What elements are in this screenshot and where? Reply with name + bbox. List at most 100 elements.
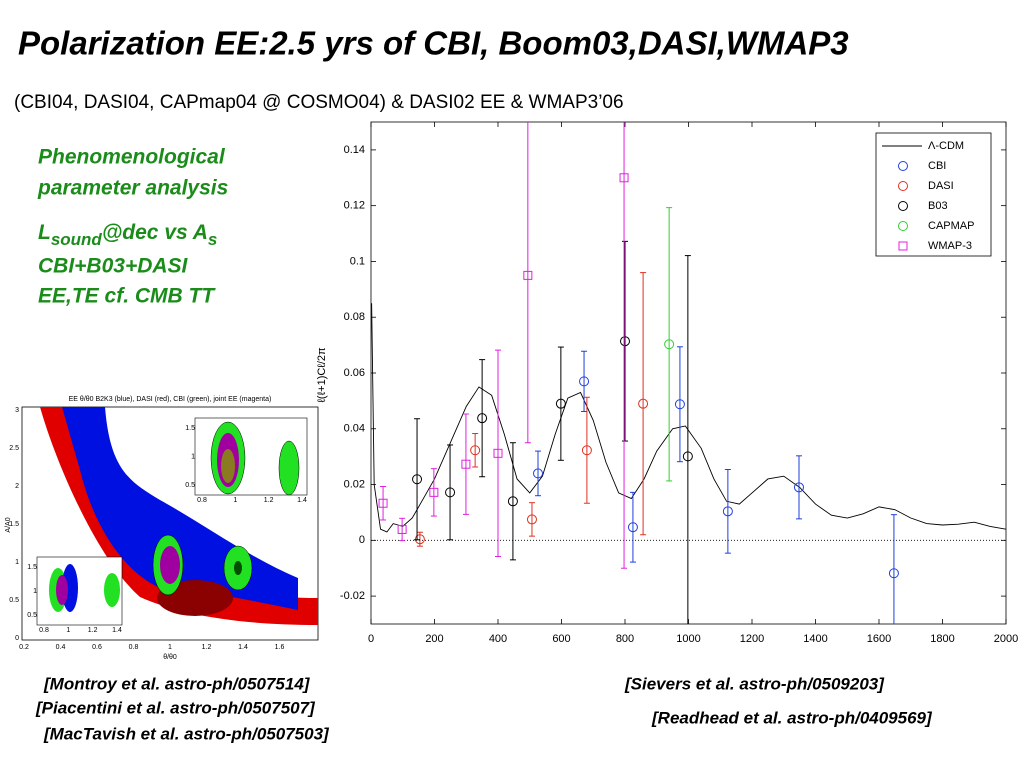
inset-sub-x-tick-label: 1 bbox=[233, 497, 237, 504]
inset-y-tick-label: 2 bbox=[15, 483, 19, 490]
x-tick-label: 0 bbox=[368, 633, 374, 645]
note-part: @dec vs A bbox=[102, 221, 208, 244]
data-point bbox=[493, 448, 503, 458]
legend-label: CAPMAP bbox=[928, 220, 974, 232]
inset-x-tick-label: 0.4 bbox=[56, 644, 66, 651]
inset-x-tick-label: 0.2 bbox=[19, 644, 29, 651]
inset-x-tick-label: 1 bbox=[168, 644, 172, 651]
x-tick-label: 1800 bbox=[930, 633, 954, 645]
inset-sub-y-tick-label: 0.5 bbox=[27, 612, 37, 619]
slide-title: Polarization EE:2.5 yrs of CBI, Boom03,D… bbox=[18, 25, 849, 62]
legend-label: WMAP-3 bbox=[928, 240, 972, 252]
inset-sub-y-tick-label: 1 bbox=[191, 453, 195, 460]
inset-sub-x-tick-label: 1.2 bbox=[88, 627, 98, 634]
y-tick-label: 0 bbox=[359, 534, 365, 546]
x-tick-label: 1600 bbox=[867, 633, 891, 645]
data-point bbox=[461, 459, 471, 469]
inset-y-tick-label: 0 bbox=[15, 635, 19, 642]
data-point bbox=[507, 496, 518, 507]
legend-marker bbox=[898, 181, 908, 191]
inset-sub-y-tick-label: 1 bbox=[33, 588, 37, 595]
inset-x-label: θ/θ0 bbox=[163, 654, 177, 661]
data-point bbox=[888, 568, 899, 579]
y-tick-label: 0.06 bbox=[344, 367, 365, 379]
data-point bbox=[526, 514, 537, 525]
plot-area bbox=[371, 122, 1006, 624]
x-tick-label: 800 bbox=[616, 633, 634, 645]
legend-marker bbox=[898, 241, 908, 251]
note-part: L bbox=[38, 221, 51, 244]
x-tick-label: 600 bbox=[552, 633, 570, 645]
reference: [Readhead et al. astro-ph/0409569] bbox=[651, 708, 933, 727]
magenta-contour bbox=[160, 546, 180, 584]
data-point bbox=[470, 445, 481, 456]
y-axis-label: ℓ(ℓ+1)Cℓ/2π bbox=[316, 347, 328, 403]
note: Phenomenological bbox=[38, 146, 226, 169]
inset-sub-y-tick-label: 0.5 bbox=[185, 482, 195, 489]
magenta-contour bbox=[56, 575, 68, 605]
data-point bbox=[555, 398, 566, 409]
inset-y-tick-label: 2.5 bbox=[9, 445, 19, 452]
data-point bbox=[619, 173, 629, 183]
x-tick-label: 2000 bbox=[994, 633, 1018, 645]
data-point bbox=[664, 339, 675, 350]
y-tick-label: 0.08 bbox=[344, 311, 365, 323]
x-tick-label: 1000 bbox=[676, 633, 700, 645]
inset-y-tick-label: 1.5 bbox=[9, 521, 19, 528]
y-tick-label: 0.02 bbox=[344, 478, 365, 490]
data-point bbox=[445, 487, 456, 498]
data-point bbox=[722, 506, 733, 517]
inset-y-tick-label: 0.5 bbox=[9, 597, 19, 604]
x-tick-label: 200 bbox=[425, 633, 443, 645]
contour bbox=[221, 449, 235, 483]
data-point bbox=[477, 413, 488, 424]
legend-marker bbox=[898, 201, 908, 211]
inset-x-tick-label: 1.4 bbox=[238, 644, 248, 651]
inset-sub-x-tick-label: 1 bbox=[66, 627, 70, 634]
legend-label: CBI bbox=[928, 160, 946, 172]
inset-sub-y-tick-label: 1.5 bbox=[185, 425, 195, 432]
note: Lsound@dec vs As bbox=[38, 221, 217, 250]
inset-sub-x-tick-label: 1.2 bbox=[264, 497, 274, 504]
data-point bbox=[674, 399, 685, 410]
reference: [Sievers et al. astro-ph/0509203] bbox=[624, 674, 885, 693]
data-point bbox=[579, 376, 590, 387]
data-point bbox=[638, 398, 649, 409]
data-point bbox=[397, 524, 407, 534]
data-point bbox=[412, 474, 423, 485]
legend-marker bbox=[898, 221, 908, 231]
reference: [MacTavish et al. astro-ph/0507503] bbox=[43, 724, 330, 743]
legend-marker bbox=[898, 161, 908, 171]
legend-box bbox=[875, 132, 992, 257]
data-point bbox=[533, 468, 544, 479]
inset-y-tick-label: 3 bbox=[15, 407, 19, 414]
y-tick-label: -0.02 bbox=[340, 590, 365, 602]
y-tick-label: 0.14 bbox=[344, 144, 365, 156]
legend-label: Λ-CDM bbox=[928, 140, 964, 152]
slide-subtitle: (CBI04, DASI04, CAPmap04 @ COSMO04) & DA… bbox=[14, 92, 624, 113]
inset-x-tick-label: 1.6 bbox=[275, 644, 285, 651]
data-point bbox=[793, 482, 804, 493]
inset-sub-x-tick-label: 0.8 bbox=[39, 627, 49, 634]
y-tick-label: 0.12 bbox=[344, 200, 365, 212]
x-tick-label: 1400 bbox=[803, 633, 827, 645]
data-point bbox=[429, 487, 439, 497]
inset-sub-x-tick-label: 0.8 bbox=[197, 497, 207, 504]
data-point bbox=[620, 336, 630, 347]
inset-x-tick-label: 0.8 bbox=[129, 644, 139, 651]
x-tick-label: 1200 bbox=[740, 633, 764, 645]
note-sub: sound bbox=[51, 230, 103, 249]
y-tick-label: 0.1 bbox=[350, 255, 365, 267]
data-point bbox=[414, 534, 425, 545]
inset-y-label: A/A0 bbox=[5, 517, 12, 532]
inset-y-tick-label: 1 bbox=[15, 559, 19, 566]
note: EE,TE cf. CMB TT bbox=[38, 285, 216, 308]
green-contour bbox=[278, 440, 300, 496]
data-point bbox=[627, 522, 638, 533]
note: CBI+B03+DASI bbox=[38, 255, 189, 278]
green-contour bbox=[104, 573, 120, 607]
reference: [Piacentini et al. astro-ph/0507507] bbox=[35, 698, 316, 717]
inset-sub-y-tick-label: 1.5 bbox=[27, 564, 37, 571]
